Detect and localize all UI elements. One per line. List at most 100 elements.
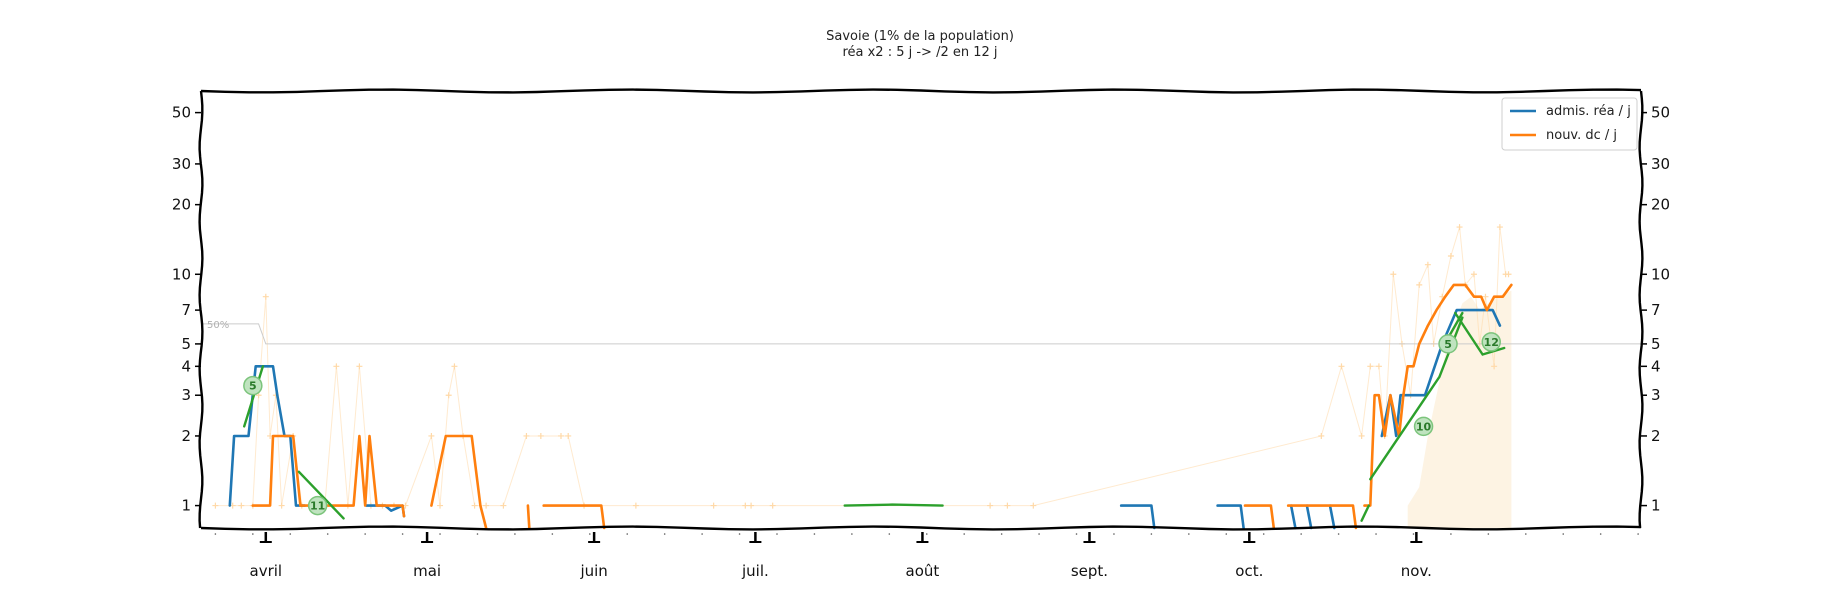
raw-point: [1367, 363, 1374, 370]
raw-point: [523, 432, 530, 439]
fit-badge: [1413, 416, 1434, 437]
fit-badge-label: 5: [1444, 338, 1452, 351]
raw-point: [356, 363, 363, 370]
y-tick-label-right: 1: [1651, 497, 1661, 515]
x-tick-label: nov.: [1401, 562, 1432, 580]
series-rea-line: [228, 364, 307, 507]
fit-line: [1360, 504, 1371, 522]
x-minor-tick: [1450, 533, 1452, 535]
fit-line: [1453, 311, 1506, 356]
shaded-area-layer: [1407, 290, 1512, 528]
series-rea-line: [1289, 504, 1297, 530]
chart-subtitle: réa x2 : 5 j -> /2 en 12 j: [842, 45, 997, 60]
raw-point: [1496, 224, 1503, 231]
x-minor-tick: [1225, 533, 1228, 535]
raw-point: [1004, 502, 1011, 509]
series-rea-line: [1305, 504, 1313, 530]
x-minor-tick: [1300, 533, 1302, 535]
y-tick-label-left: 1: [181, 497, 191, 515]
legend-label-rea: admis. réa / j: [1546, 104, 1631, 119]
raw-point: [1456, 224, 1463, 231]
y-tick-label-left: 5: [181, 335, 191, 353]
x-minor-tick: [439, 533, 441, 535]
fit-line: [242, 365, 265, 428]
raw-point: [1447, 252, 1454, 259]
raw-point: [1390, 271, 1397, 278]
x-minor-tick: [1412, 533, 1415, 535]
raw-point: [748, 502, 755, 509]
raw-point: [1416, 281, 1423, 288]
y-tick-label-left: 30: [172, 155, 191, 173]
y-tick-label-right: 2: [1651, 427, 1661, 445]
y-tick-label-left: 4: [181, 357, 191, 375]
raw-point: [565, 432, 572, 439]
fit-badge-label: 12: [1484, 336, 1499, 349]
x-minor-tick: [589, 533, 591, 535]
reference-line-layer: 50%: [201, 320, 1641, 345]
x-tick-label: sept.: [1071, 562, 1108, 580]
x-minor-tick: [1525, 533, 1527, 535]
raw-point: [558, 432, 564, 439]
raw-point: [451, 363, 458, 370]
series-dc-line: [430, 434, 488, 530]
series-layer: [228, 283, 1513, 530]
series-rea-line: [365, 504, 406, 518]
raw-point: [1424, 261, 1431, 268]
y-tick-label-left: 2: [181, 427, 191, 445]
x-minor-tick: [1487, 533, 1490, 535]
x-minor-tick: [851, 533, 853, 535]
raw-point: [632, 502, 639, 509]
x-minor-tick: [1637, 533, 1639, 535]
series-dc-line: [1363, 283, 1513, 507]
x-minor-tick: [888, 533, 891, 535]
x-tick-label: juil.: [741, 562, 769, 580]
fit-badge: [307, 495, 328, 516]
axis-frame-top: [200, 88, 1642, 94]
raw-point: [333, 363, 340, 370]
y-tick-label-right: 3: [1651, 386, 1661, 404]
y-tick-label-left: 50: [172, 104, 191, 122]
reference-line: [201, 323, 1641, 345]
raw-point: [1470, 271, 1477, 278]
raw-point: [1030, 502, 1037, 509]
x-minor-tick: [1337, 533, 1340, 535]
x-minor-tick: [326, 533, 329, 535]
fit-badge: [243, 375, 263, 396]
raw-point: [1338, 363, 1345, 370]
raw-point: [987, 502, 994, 509]
x-tick-label: juin: [579, 562, 607, 580]
raw-point: [742, 502, 749, 509]
axis-frame-bottom: [200, 525, 1642, 531]
fit-badge: [1481, 332, 1501, 352]
legend: admis. réa / j nouv. dc / j: [1501, 97, 1638, 151]
raw-point: [212, 502, 219, 509]
raw-points-trace: [215, 226, 1509, 507]
x-minor-tick: [776, 533, 778, 535]
raw-point: [1375, 363, 1382, 370]
series-dc-line: [526, 504, 531, 530]
raw-point: [483, 502, 490, 509]
series-dc-line: [1243, 504, 1276, 530]
y-tick-label-right: 7: [1651, 301, 1661, 319]
x-minor-tick: [701, 533, 703, 535]
y-tick-label-left: 10: [172, 265, 191, 283]
raw-point: [769, 502, 776, 509]
x-minor-tick: [364, 533, 366, 535]
raw-point: [437, 502, 444, 509]
series-rea-line: [1380, 308, 1502, 438]
y-tick-label-right: 5: [1651, 335, 1661, 353]
x-minor-tick: [626, 533, 629, 535]
x-tick-label: août: [906, 562, 940, 580]
series-rea-line: [1119, 504, 1156, 530]
fit-badge-label: 11: [310, 500, 325, 513]
reference-line-label: 50%: [207, 320, 229, 331]
raw-point: [1505, 271, 1512, 278]
fit-line: [843, 503, 944, 507]
x-minor-tick: [514, 533, 516, 535]
x-minor-tick: [1375, 533, 1377, 535]
raw-point: [1491, 363, 1498, 370]
raw-point: [238, 502, 245, 509]
x-minor-tick: [1150, 533, 1153, 535]
